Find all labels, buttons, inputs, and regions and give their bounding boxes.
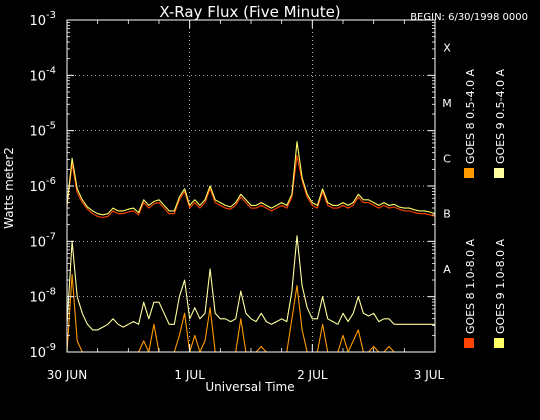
y-tick-exponent: -9 xyxy=(46,342,56,353)
legend-swatch-2 xyxy=(494,338,504,348)
y-tick-label: 10-7 xyxy=(29,231,56,250)
y-tick-base: 10 xyxy=(29,69,46,84)
x-ticks: 30 JUN 1 JUL 2 JUL 3 JUL xyxy=(47,20,445,382)
y-tick-base: 10 xyxy=(29,291,46,306)
series-line-0 xyxy=(66,155,436,219)
legend-label-3: GOES 9 0.5-4.0 A xyxy=(494,68,507,164)
legend-label-0: GOES 8 1.0-8.0 A xyxy=(464,238,477,334)
x-tick-label: 2 JUL xyxy=(297,368,328,382)
y-tick-label: 10-6 xyxy=(29,176,56,195)
flare-class-label: A xyxy=(443,263,451,276)
grid-lines xyxy=(67,20,435,352)
legend-label-2: GOES 9 1.0-8.0 A xyxy=(494,238,507,334)
y-tick-exponent: -6 xyxy=(46,176,56,187)
y-tick-exponent: -7 xyxy=(46,231,56,242)
x-tick-label: 30 JUN xyxy=(47,368,87,382)
y-tick-label: 10-3 xyxy=(29,10,56,29)
flare-class-labels: A B C M X xyxy=(442,42,452,276)
flare-class-label: C xyxy=(443,152,451,165)
legend-swatch-3 xyxy=(494,168,504,178)
y-tick-exponent: -8 xyxy=(46,287,56,298)
y-ticks: 10-910-810-710-610-510-410-3 xyxy=(29,10,435,361)
y-tick-label: 10-4 xyxy=(29,65,56,84)
y-tick-base: 10 xyxy=(29,125,46,140)
y-tick-base: 10 xyxy=(29,235,46,250)
y-tick-base: 10 xyxy=(29,346,46,361)
flare-class-label: B xyxy=(443,208,451,221)
data-series xyxy=(66,141,436,353)
y-tick-base: 10 xyxy=(29,14,46,29)
y-tick-label: 10-5 xyxy=(29,121,56,140)
y-axis-label: Watts meter2 xyxy=(2,147,16,229)
y-tick-label: 10-9 xyxy=(29,342,56,361)
legend-swatch-0 xyxy=(464,338,474,348)
chart-title: X-Ray Flux (Five Minute) xyxy=(159,3,340,21)
y-tick-label: 10-8 xyxy=(29,287,56,306)
begin-label: BEGIN: 6/30/1998 0000 xyxy=(410,12,528,23)
y-tick-exponent: -3 xyxy=(46,10,56,21)
series-line-2 xyxy=(66,141,436,216)
y-tick-base: 10 xyxy=(29,180,46,195)
y-tick-exponent: -5 xyxy=(46,121,56,132)
flare-class-label: M xyxy=(442,97,452,110)
x-axis-label: Universal Time xyxy=(205,380,294,394)
series-line-1 xyxy=(66,273,435,353)
x-tick-label: 3 JUL xyxy=(414,368,445,382)
legend: GOES 8 1.0-8.0 A GOES 8 0.5-4.0 A GOES 9 1… xyxy=(464,68,507,348)
x-tick-label: 1 JUL xyxy=(174,368,205,382)
flare-class-label: X xyxy=(443,42,451,55)
legend-label-1: GOES 8 0.5-4.0 A xyxy=(464,68,477,164)
legend-swatch-1 xyxy=(464,168,474,178)
y-tick-exponent: -4 xyxy=(46,65,56,76)
series-line-3 xyxy=(66,235,435,331)
